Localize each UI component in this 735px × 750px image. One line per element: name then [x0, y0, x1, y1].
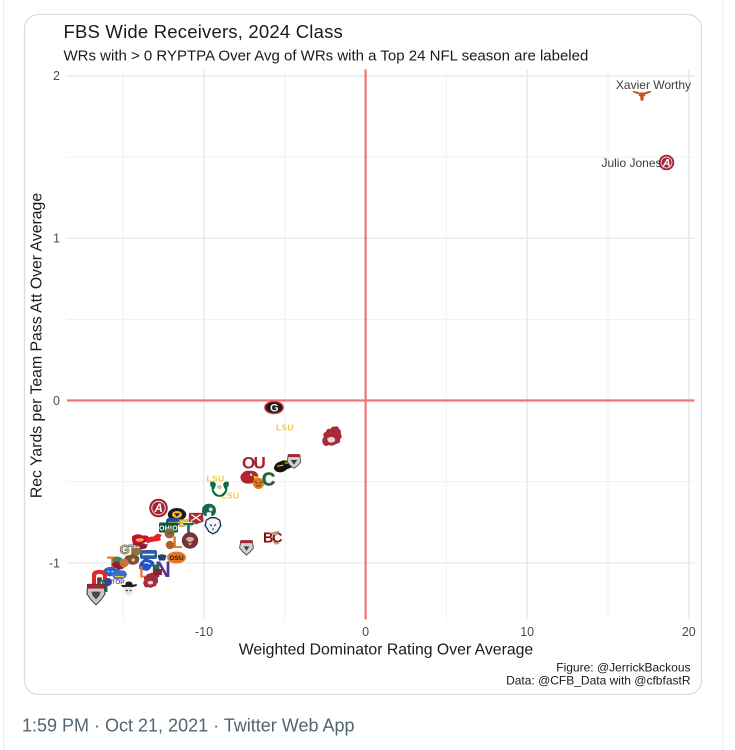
svg-text:L: L — [139, 565, 148, 582]
svg-text:A: A — [154, 503, 163, 515]
svg-text:C: C — [262, 469, 275, 490]
svg-text:Rec Yards per Team Pass Att Ov: Rec Yards per Team Pass Att Over Average — [29, 193, 46, 498]
svg-text:LSU: LSU — [207, 474, 225, 484]
svg-text:Julio Jones: Julio Jones — [601, 156, 661, 170]
svg-text:T: T — [183, 520, 194, 540]
svg-text:10: 10 — [520, 625, 534, 639]
svg-text:TOP: TOP — [111, 579, 125, 586]
svg-text:FBS Wide Receivers, 2024 Class: FBS Wide Receivers, 2024 Class — [64, 21, 344, 42]
svg-text:0: 0 — [362, 625, 369, 639]
svg-text:Figure: @JerrickBackous: Figure: @JerrickBackous — [556, 661, 690, 675]
svg-text:2: 2 — [53, 69, 60, 83]
svg-text:OSU: OSU — [169, 555, 184, 562]
svg-text:L: L — [172, 533, 182, 552]
svg-text:-10: -10 — [195, 625, 213, 639]
svg-text:Weighted Dominator Rating Over: Weighted Dominator Rating Over Average — [239, 642, 534, 659]
svg-text:Xavier Worthy: Xavier Worthy — [616, 78, 691, 92]
svg-text:OU: OU — [242, 454, 265, 473]
svg-text:WRs with > 0 RYPTPA Over Avg o: WRs with > 0 RYPTPA Over Avg of WRs with… — [64, 48, 589, 65]
svg-text:0: 0 — [53, 394, 60, 408]
svg-text:LSU: LSU — [276, 423, 294, 433]
svg-text:BU: BU — [179, 519, 193, 530]
svg-text:-1: -1 — [49, 556, 60, 570]
svg-text:BC: BC — [263, 531, 283, 547]
svg-text:1:59 PM · Oct 21, 2021 · Twitt: 1:59 PM · Oct 21, 2021 · Twitter Web App — [22, 716, 355, 736]
svg-text:N: N — [155, 557, 171, 582]
svg-text:Data: @CFB_Data with @cfbfastR: Data: @CFB_Data with @cfbfastR — [506, 674, 691, 688]
svg-text:1: 1 — [53, 232, 60, 246]
svg-text:A: A — [662, 157, 671, 169]
svg-text:20: 20 — [682, 625, 696, 639]
svg-text:G: G — [270, 402, 279, 414]
svg-text:LSU: LSU — [222, 491, 240, 501]
